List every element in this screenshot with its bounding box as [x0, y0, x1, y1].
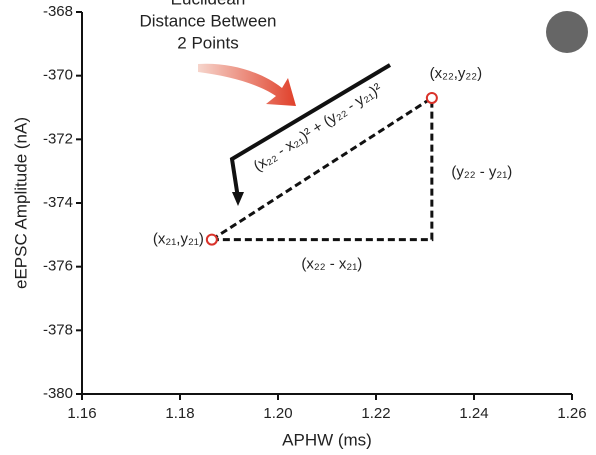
formula: (x₂₂ - x₂₁)² + (y₂₂ - y₂₁)² [251, 80, 385, 175]
chart-title: Distance Between [139, 11, 276, 30]
dx-label: (x₂₂ - x₂₁) [301, 256, 362, 273]
dy-label: (y₂₂ - y₂₁) [451, 164, 512, 181]
chart-title: Euclidean [171, 0, 246, 8]
point-label: (x₂₁,y₂₁) [153, 231, 204, 248]
formula-bracket [229, 63, 392, 199]
y-tick-label: -370 [43, 67, 73, 84]
y-tick-label: -374 [43, 194, 73, 211]
x-tick-label: 1.24 [459, 405, 488, 422]
point-label: (x₂₂,y₂₂) [430, 65, 482, 82]
x-tick-label: 1.22 [361, 405, 390, 422]
x-tick-label: 1.26 [557, 405, 586, 422]
chart-title: 2 Points [177, 33, 238, 52]
y-tick-label: -380 [43, 385, 73, 402]
y-tick-label: -376 [43, 258, 73, 275]
x-tick-label: 1.18 [165, 405, 194, 422]
pointer-arrow [198, 63, 296, 106]
y-tick-label: -378 [43, 321, 73, 338]
y-axis-label: eEPSC Amplitude (nA) [11, 117, 30, 289]
data-point [425, 91, 438, 104]
y-tick-label: -372 [43, 130, 73, 147]
x-tick-label: 1.20 [263, 405, 292, 422]
translate-button[interactable] [546, 11, 588, 53]
x-tick-label: 1.16 [67, 405, 96, 422]
bracket-arrowhead [232, 192, 244, 206]
y-tick-label: -368 [43, 3, 73, 20]
x-axis-label: APHW (ms) [282, 430, 372, 449]
data-point [205, 233, 218, 246]
leg-lines [211, 97, 434, 242]
